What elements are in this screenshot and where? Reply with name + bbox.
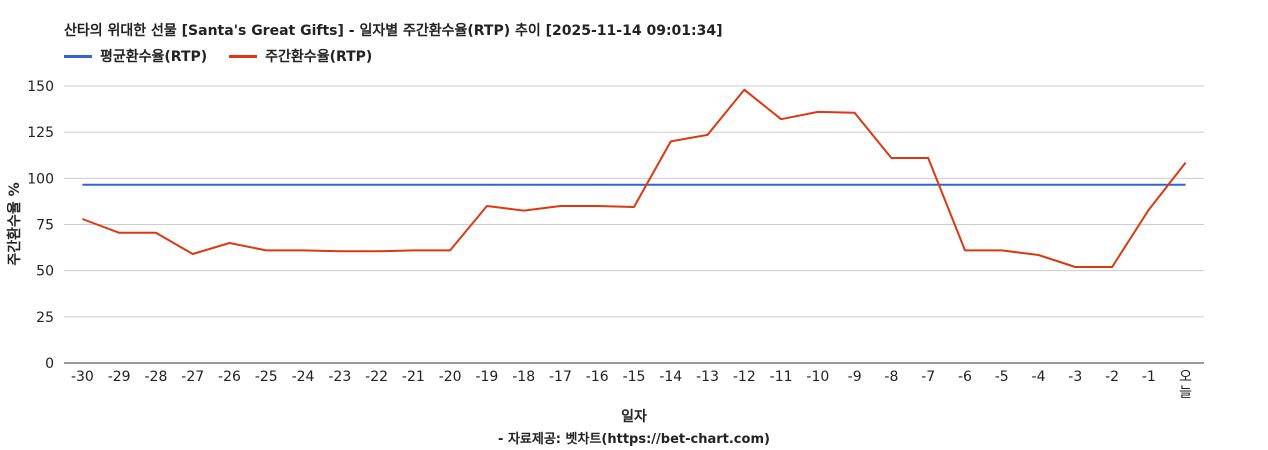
x-tick-label: -16 [586,369,609,385]
x-tick-label: -21 [402,369,425,385]
x-tick-label: -20 [439,369,462,385]
x-tick-label: -14 [659,369,682,385]
x-tick-label: -4 [1032,369,1046,385]
x-tick-label: -11 [770,369,793,385]
source-credit: - 자료제공: 벳차트(https://bet-chart.com) [498,432,770,447]
x-tick-label: -15 [623,369,646,385]
series-lines [82,88,1187,268]
legend-swatch-average-rtp [64,54,92,58]
x-tick-label: -26 [218,369,241,385]
x-tick-label: -19 [475,369,498,385]
x-tick-label: -22 [365,369,388,385]
x-tick-label: -13 [696,369,719,385]
series-line-weekly-rtp[interactable] [82,88,1187,268]
x-tick-label: -18 [512,369,535,385]
legend-label-weekly-rtp: 주간환수율(RTP) [265,49,373,65]
legend-item-average-rtp[interactable]: 평균환수율(RTP) [64,46,207,66]
x-tick-label: -24 [292,369,315,385]
legend-item-weekly-rtp[interactable]: 주간환수율(RTP) [229,46,372,66]
x-axis-label: 일자 [621,409,647,425]
chart-title: 산타의 위대한 선물 [Santa's Great Gifts] - 일자별 주… [64,23,723,39]
x-tick-label: -25 [255,369,278,385]
x-tick-label: -6 [958,369,972,385]
y-tick-label: 0 [45,356,54,372]
x-tick-label: -12 [733,369,756,385]
y-tick-label: 50 [36,264,54,280]
x-tick-label: -27 [181,369,204,385]
legend: 평균환수율(RTP) 주간환수율(RTP) [64,46,372,66]
x-tick-label: -7 [921,369,935,385]
x-tick-label: -9 [848,369,862,385]
legend-swatch-weekly-rtp [229,54,258,58]
x-tick-label: -23 [328,369,351,385]
x-axis-ticks: -30 -29 -28 -27 -26 -25 -24 -23 -22 -21 -20 -19 -18-… [71,369,1192,401]
x-tick-label: -10 [806,369,829,385]
y-tick-label: 75 [36,218,54,234]
y-tick-label: 125 [27,125,54,141]
legend-label-average-rtp: 평균환수율(RTP) [100,49,208,65]
x-tick-label: -1 [1142,369,1156,385]
y-tick-label: 150 [27,79,54,95]
y-tick-label: 100 [27,171,54,187]
x-tick-label: -30 [71,369,94,385]
x-tick-label: -2 [1105,369,1119,385]
y-tick-label: 25 [36,310,54,326]
x-tick-label: -28 [144,369,167,385]
x-tick-label: -8 [884,369,898,385]
x-tick-label: -29 [108,369,131,385]
x-tick-label: -3 [1068,369,1082,385]
grid-lines [64,85,1204,318]
x-tick-label: -5 [995,369,1009,385]
x-tick-label: -17 [549,369,572,385]
y-axis-ticks: 0 25 50 75 100 125 150 [27,79,54,372]
